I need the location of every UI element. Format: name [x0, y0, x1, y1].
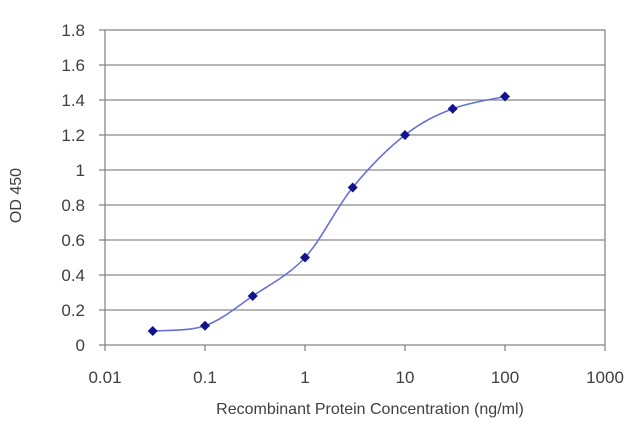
data-point [400, 130, 410, 140]
y-tick-label: 1.4 [61, 91, 85, 110]
y-tick-label: 0.8 [61, 196, 85, 215]
data-point [500, 91, 510, 102]
y-tick-label: 1.2 [61, 126, 85, 145]
y-tick-label: 1.6 [61, 56, 85, 75]
data-point [200, 320, 210, 331]
y-axis: 0 0.2 0.4 0.6 0.8 1 1.2 1.4 1.6 1.8 [61, 21, 105, 355]
x-tick-label: 100 [491, 368, 519, 387]
x-tick-label: 10 [396, 368, 415, 387]
x-tick-label: 0.1 [193, 368, 217, 387]
data-point [247, 291, 258, 301]
x-tick-label: 1000 [586, 368, 624, 387]
y-tick-label: 0.6 [61, 231, 85, 250]
x-axis: 0.01 0.1 1 10 100 1000 [88, 345, 624, 387]
data-point [347, 182, 358, 193]
plot-area-frame [104, 29, 606, 346]
series-line [152, 95, 506, 332]
y-tick-label: 1 [76, 161, 85, 180]
series-layer [147, 91, 510, 336]
x-tick-label: 1 [300, 368, 309, 387]
x-tick-label: 0.01 [88, 368, 121, 387]
y-tick-label: 0.4 [61, 266, 85, 285]
data-point [300, 252, 310, 263]
y-axis-title: OD 450 [8, 168, 25, 223]
y-tick-label: 0 [76, 336, 85, 355]
x-axis-title: Recombinant Protein Concentration (ng/ml… [216, 401, 524, 418]
y-tick-label: 0.2 [61, 301, 85, 320]
y-tick-label: 1.8 [61, 21, 85, 40]
grid-layer [105, 64, 605, 311]
data-point [447, 103, 458, 114]
data-point [147, 326, 158, 336]
